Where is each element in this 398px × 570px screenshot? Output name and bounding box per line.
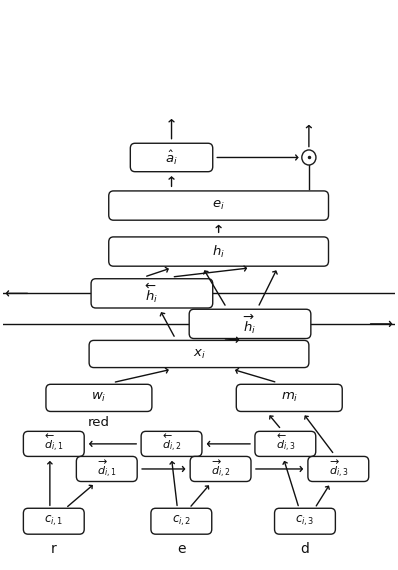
Text: r: r [51,542,57,556]
Circle shape [302,150,316,165]
FancyBboxPatch shape [275,508,336,534]
Text: e: e [177,542,185,556]
FancyBboxPatch shape [189,310,311,339]
FancyBboxPatch shape [89,340,309,368]
Text: $\overleftarrow{d}_{i,1}$: $\overleftarrow{d}_{i,1}$ [44,433,64,454]
FancyBboxPatch shape [308,457,369,482]
FancyBboxPatch shape [46,384,152,412]
FancyBboxPatch shape [23,431,84,457]
FancyBboxPatch shape [151,508,212,534]
Text: $\overrightarrow{d}_{i,1}$: $\overrightarrow{d}_{i,1}$ [97,458,117,479]
Text: $\overrightarrow{d}_{i,3}$: $\overrightarrow{d}_{i,3}$ [328,458,348,479]
Text: $c_{i,1}$: $c_{i,1}$ [44,514,64,528]
Text: $e_i$: $e_i$ [212,199,225,212]
Text: $\overrightarrow{d}_{i,2}$: $\overrightarrow{d}_{i,2}$ [211,458,230,479]
Text: $h_i$: $h_i$ [212,243,225,259]
FancyBboxPatch shape [109,237,328,266]
FancyBboxPatch shape [190,457,251,482]
FancyBboxPatch shape [130,143,213,172]
Text: $c_{i,2}$: $c_{i,2}$ [172,514,191,528]
FancyBboxPatch shape [236,384,342,412]
Text: $m_i$: $m_i$ [281,392,298,405]
FancyBboxPatch shape [109,191,328,220]
Text: d: d [300,542,309,556]
FancyBboxPatch shape [255,431,316,457]
FancyBboxPatch shape [76,457,137,482]
FancyBboxPatch shape [23,508,84,534]
Text: $x_i$: $x_i$ [193,348,205,361]
Text: $\overleftarrow{h}_{i}$: $\overleftarrow{h}_{i}$ [145,282,158,305]
Text: $\overleftarrow{d}_{i,2}$: $\overleftarrow{d}_{i,2}$ [162,433,181,454]
Text: $\overleftarrow{d}_{i,3}$: $\overleftarrow{d}_{i,3}$ [275,433,295,454]
Text: $\hat{a}_i$: $\hat{a}_i$ [165,148,178,166]
Text: $c_{i,3}$: $c_{i,3}$ [295,514,315,528]
Text: $\overrightarrow{h}_{i}$: $\overrightarrow{h}_{i}$ [244,312,257,336]
FancyBboxPatch shape [141,431,202,457]
Text: $w_i$: $w_i$ [91,392,107,405]
Text: red: red [88,417,110,429]
FancyBboxPatch shape [91,279,213,308]
